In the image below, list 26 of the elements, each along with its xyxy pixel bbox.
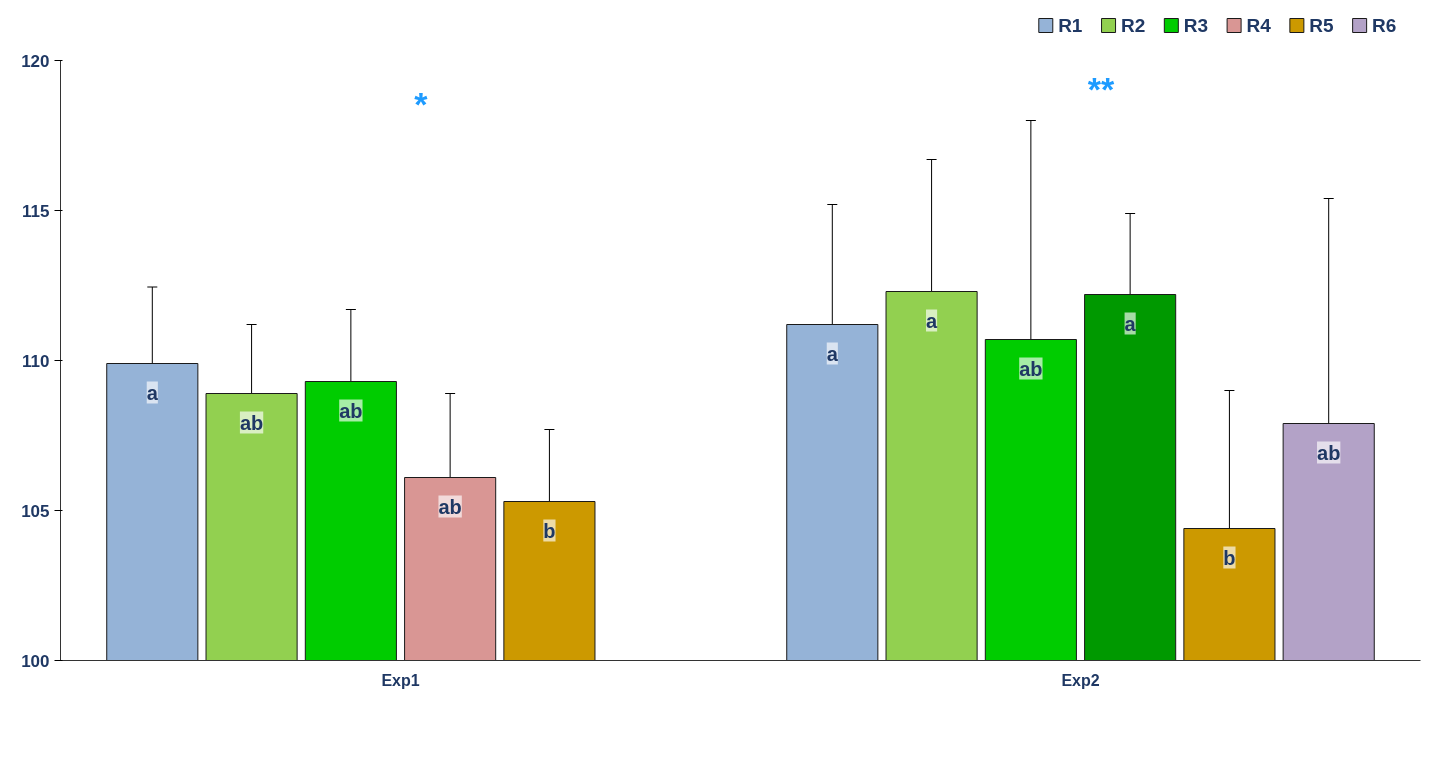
y-tick-label: 110 xyxy=(22,351,50,371)
y-tick-label: 120 xyxy=(21,51,50,71)
legend-label: R5 xyxy=(1309,15,1334,36)
legend-label: R1 xyxy=(1058,15,1083,36)
x-tick-label: Exp1 xyxy=(381,671,420,689)
data-label: a xyxy=(926,309,939,332)
y-tick-label: 105 xyxy=(21,501,50,521)
legend-label: R4 xyxy=(1246,15,1272,36)
data-label: a xyxy=(1124,312,1137,335)
legend-label: R3 xyxy=(1183,15,1208,36)
data-label: b xyxy=(543,519,556,542)
legend-label: R6 xyxy=(1372,15,1397,36)
x-tick-label: Exp2 xyxy=(1061,671,1100,689)
data-label: ab xyxy=(438,495,462,518)
y-tick-label: 100 xyxy=(21,651,50,671)
annotation: ** xyxy=(1087,69,1115,108)
data-label: ab xyxy=(1317,441,1341,464)
data-label: a xyxy=(146,381,159,404)
data-label: ab xyxy=(1019,357,1043,380)
data-label: ab xyxy=(339,399,363,422)
y-tick-label: 115 xyxy=(22,201,50,221)
annotation: * xyxy=(414,84,429,123)
data-label: a xyxy=(826,342,839,365)
legend-label: R2 xyxy=(1120,15,1146,36)
data-label: b xyxy=(1223,546,1236,569)
data-label: ab xyxy=(239,411,264,434)
